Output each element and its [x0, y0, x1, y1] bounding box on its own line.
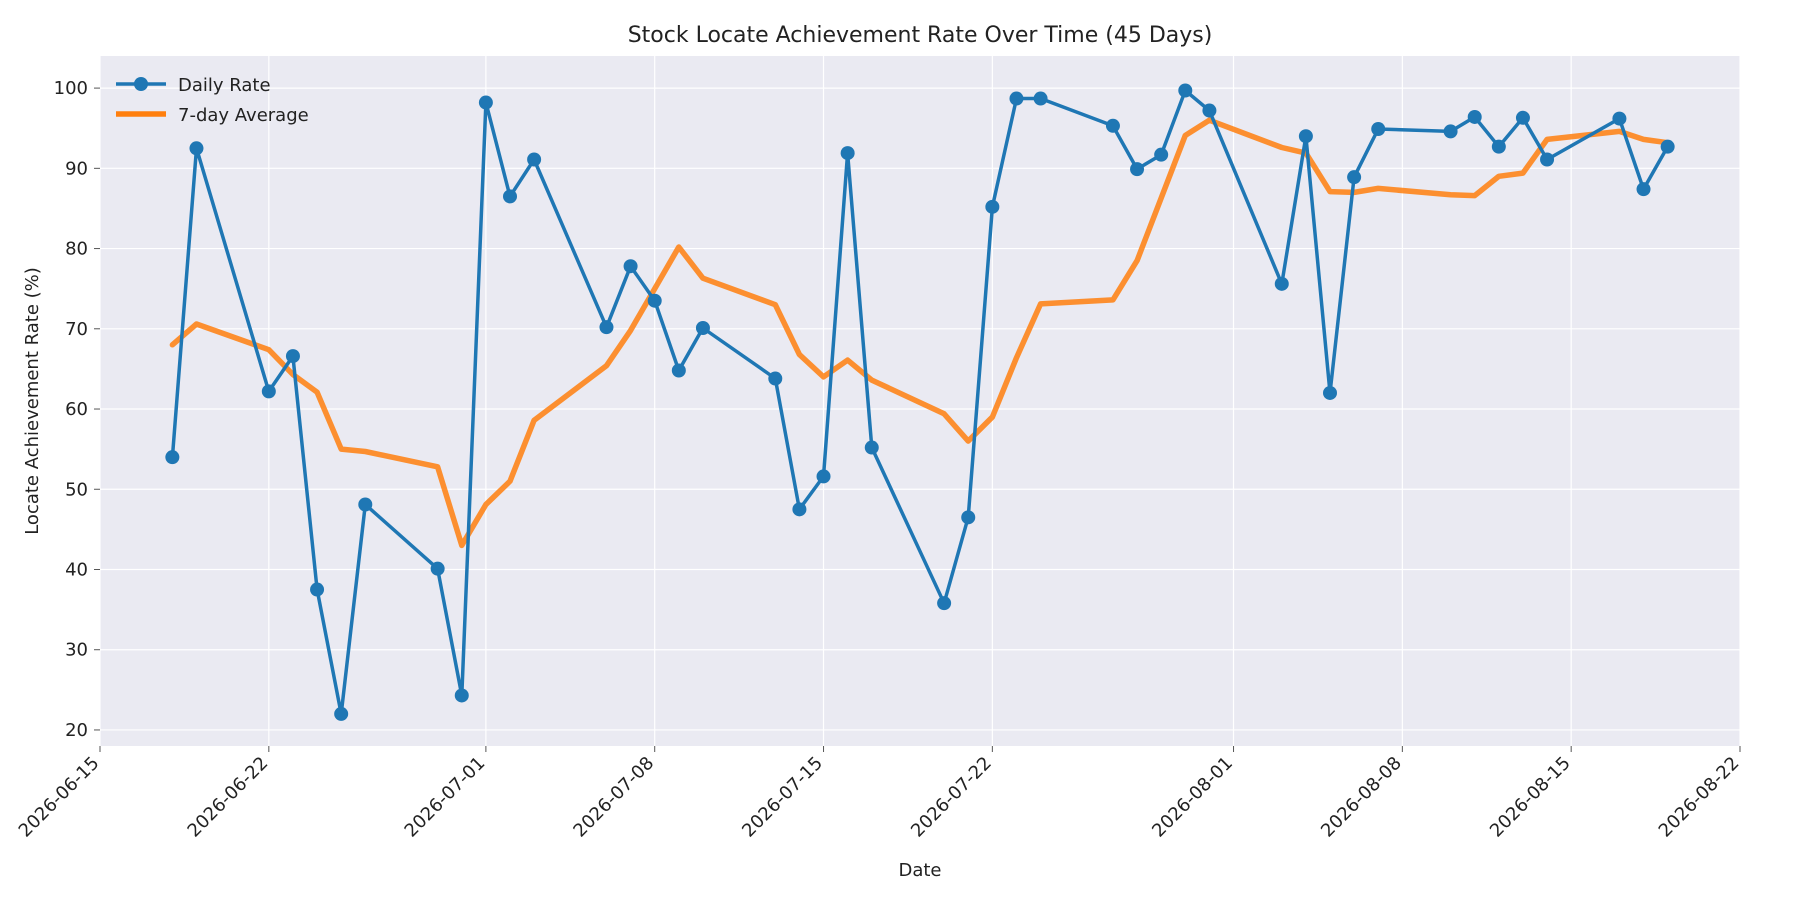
legend-label-daily-rate: Daily Rate	[178, 75, 271, 96]
legend-marker-daily-rate	[134, 77, 148, 91]
x-tick-label: 2026-07-01	[401, 753, 490, 842]
data-point-daily-rate	[165, 450, 180, 465]
x-tick-label: 2026-08-22	[1655, 753, 1744, 842]
y-tick-label: 70	[65, 319, 88, 340]
data-point-daily-rate	[1347, 170, 1362, 185]
y-tick-label: 90	[65, 158, 88, 179]
y-tick-label: 80	[65, 239, 88, 260]
data-point-daily-rate	[1467, 109, 1482, 124]
x-tick-label: 2026-07-08	[569, 753, 658, 842]
data-point-daily-rate	[527, 152, 542, 167]
data-point-daily-rate	[503, 189, 517, 204]
data-point-daily-rate	[623, 259, 638, 274]
data-point-daily-rate	[647, 293, 662, 308]
data-point-daily-rate	[961, 510, 976, 525]
data-point-daily-rate	[1323, 385, 1337, 400]
data-point-daily-rate	[695, 320, 710, 335]
data-point-daily-rate	[1515, 110, 1530, 125]
y-tick-label: 30	[65, 640, 88, 661]
x-tick-label: 2026-06-22	[184, 753, 273, 842]
x-tick-label: 2026-06-15	[15, 753, 104, 842]
legend: Daily Rate 7-day Average	[116, 75, 309, 126]
data-point-daily-rate	[599, 320, 614, 335]
data-point-daily-rate	[358, 497, 373, 512]
data-point-daily-rate	[671, 363, 686, 378]
data-point-daily-rate	[1540, 152, 1555, 167]
legend-label-seven-day-average: 7-day Average	[178, 105, 309, 126]
data-point-daily-rate	[840, 146, 855, 161]
data-point-daily-rate	[1660, 139, 1675, 154]
x-tick-label: 2026-08-15	[1486, 753, 1575, 842]
data-point-daily-rate	[261, 384, 276, 399]
data-point-daily-rate	[1009, 91, 1024, 106]
data-point-daily-rate	[1612, 111, 1627, 126]
data-point-daily-rate	[864, 440, 879, 455]
x-tick-label: 2026-07-15	[738, 753, 827, 842]
data-point-daily-rate	[768, 371, 783, 386]
data-point-daily-rate	[1298, 129, 1313, 144]
x-tick-label: 2026-08-01	[1148, 753, 1237, 842]
y-tick-label: 20	[65, 720, 88, 741]
data-point-daily-rate	[1202, 103, 1217, 118]
daily-rate-series	[165, 83, 1675, 721]
seven-day-average-series	[169, 117, 1671, 549]
data-point-daily-rate	[1105, 118, 1120, 133]
data-point-daily-rate	[1033, 91, 1048, 106]
data-point-daily-rate	[454, 688, 469, 703]
data-point-daily-rate	[1154, 147, 1169, 162]
y-tick-label: 100	[54, 78, 88, 99]
y-axis-label: Locate Achievement Rate (%)	[22, 267, 43, 535]
data-point-daily-rate	[1178, 83, 1193, 98]
y-tick-label: 40	[65, 559, 88, 580]
series-line-seven-day-average	[169, 117, 1671, 549]
data-point-daily-rate	[430, 561, 445, 576]
y-tick-label: 60	[65, 399, 88, 420]
data-point-daily-rate	[1371, 122, 1386, 137]
data-point-daily-rate	[985, 199, 1000, 214]
y-tick-label: 50	[65, 479, 88, 500]
data-point-daily-rate	[1636, 182, 1651, 197]
data-point-daily-rate	[310, 582, 325, 597]
data-point-daily-rate	[189, 141, 204, 156]
data-point-daily-rate	[1130, 162, 1145, 177]
data-point-daily-rate	[792, 502, 807, 517]
data-point-daily-rate	[285, 349, 300, 364]
chart-title: Stock Locate Achievement Rate Over Time …	[628, 23, 1213, 48]
data-point-daily-rate	[1443, 124, 1458, 139]
x-tick-label: 2026-07-22	[907, 753, 996, 842]
data-point-daily-rate	[1491, 139, 1506, 154]
data-point-daily-rate	[816, 469, 831, 484]
data-point-daily-rate	[1274, 276, 1289, 291]
data-point-daily-rate	[478, 95, 493, 110]
data-point-daily-rate	[334, 706, 349, 721]
grid-lines	[99, 56, 1741, 746]
x-axis-label: Date	[898, 860, 941, 881]
x-tick-label: 2026-08-08	[1317, 753, 1406, 842]
data-point-daily-rate	[937, 596, 952, 611]
